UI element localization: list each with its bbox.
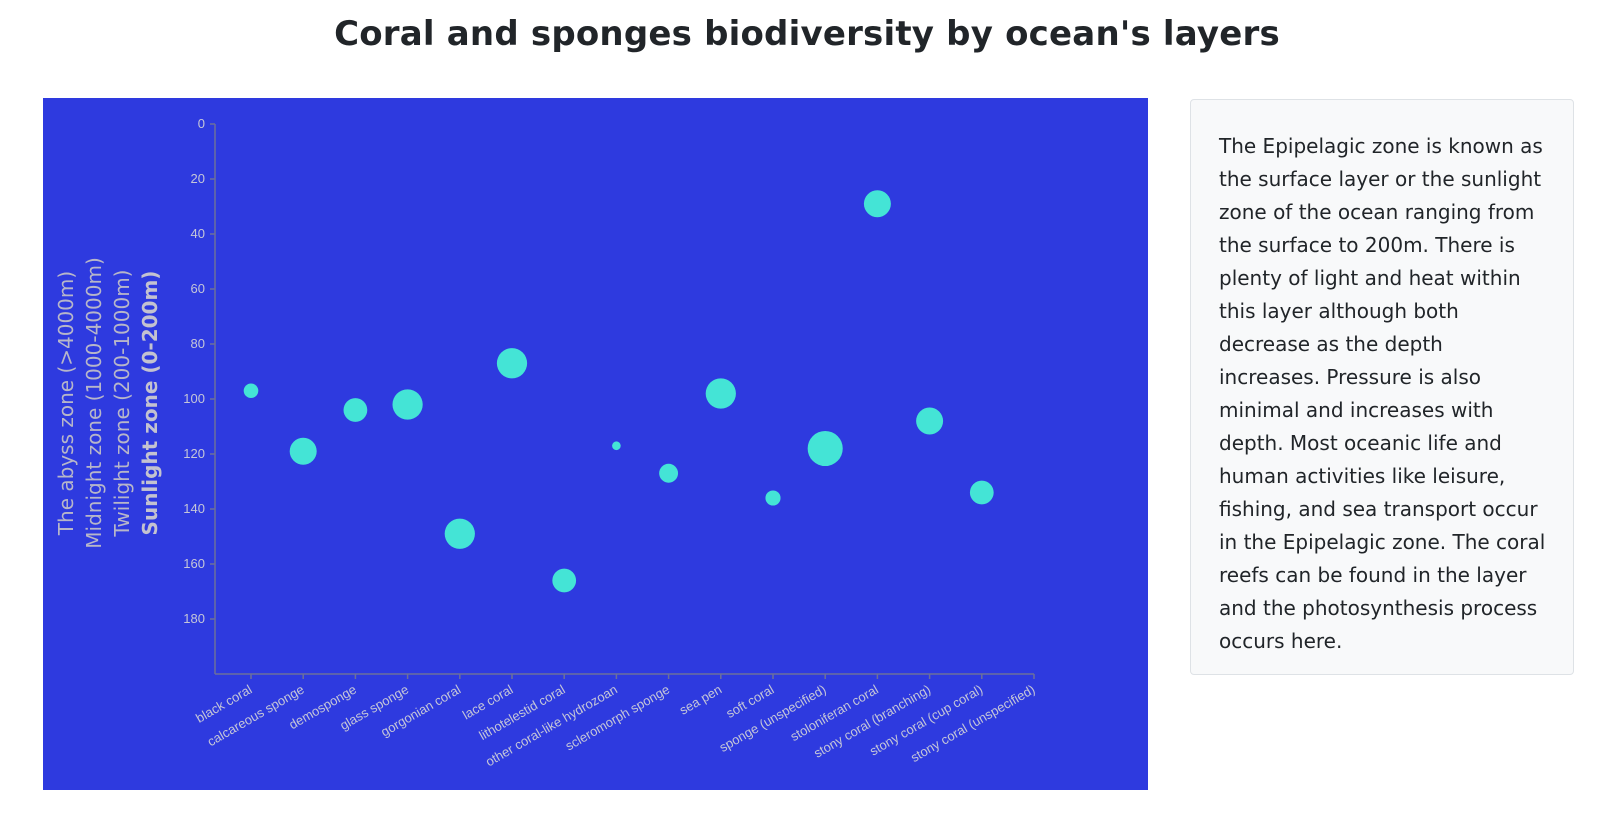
bubble-point[interactable]	[444, 518, 475, 549]
y-tick-label: 40	[191, 226, 205, 241]
zone-label-2: Midnight zone (1000-4000m)	[82, 257, 106, 548]
bubble-point[interactable]	[343, 398, 368, 422]
zone-label-3: Twilight zone (200-1000m)	[110, 270, 134, 538]
bubble-point[interactable]	[243, 383, 259, 399]
y-tick-label: 20	[191, 171, 205, 186]
bubble-point[interactable]	[807, 430, 843, 467]
y-tick-label: 180	[183, 611, 205, 626]
bubbles	[243, 190, 994, 593]
zone-label-4: Sunlight zone (0-200m)	[138, 271, 162, 536]
zone-info-card: The Epipelagic zone is known as the surf…	[1190, 99, 1574, 675]
y-tick-label: 0	[198, 116, 205, 131]
chart-canvas: The abyss zone (>4000m) Midnight zone (10…	[54, 116, 1038, 769]
bubble-point[interactable]	[863, 190, 891, 218]
bubble-point[interactable]	[392, 389, 423, 420]
x-tick-label: sea pen	[677, 682, 725, 718]
y-tick-label: 140	[183, 501, 205, 516]
zone-description: The Epipelagic zone is known as the surf…	[1219, 134, 1546, 653]
bubble-point[interactable]	[765, 490, 781, 506]
y-axis: 0 20 40 60 80 100 120 140 160 180	[183, 116, 216, 674]
y-tick-label: 160	[183, 556, 205, 571]
zone-labels: The abyss zone (>4000m) Midnight zone (10…	[54, 257, 162, 548]
y-tick-label: 80	[191, 336, 205, 351]
bubble-point[interactable]	[612, 441, 621, 451]
bubble-point[interactable]	[705, 378, 736, 409]
bubble-point[interactable]	[289, 437, 317, 465]
bubble-chart: The abyss zone (>4000m) Midnight zone (10…	[43, 98, 1148, 790]
bubble-point[interactable]	[552, 568, 577, 593]
y-tick-label: 100	[183, 391, 205, 406]
y-tick-label: 120	[183, 446, 205, 461]
y-tick-label: 60	[191, 281, 205, 296]
zone-label-1: The abyss zone (>4000m)	[54, 271, 78, 536]
bubble-point[interactable]	[969, 480, 994, 505]
page-title: Coral and sponges biodiversity by ocean'…	[334, 14, 1280, 54]
bubble-point[interactable]	[916, 407, 944, 435]
bubble-point[interactable]	[496, 348, 528, 379]
bubble-point[interactable]	[659, 463, 679, 483]
